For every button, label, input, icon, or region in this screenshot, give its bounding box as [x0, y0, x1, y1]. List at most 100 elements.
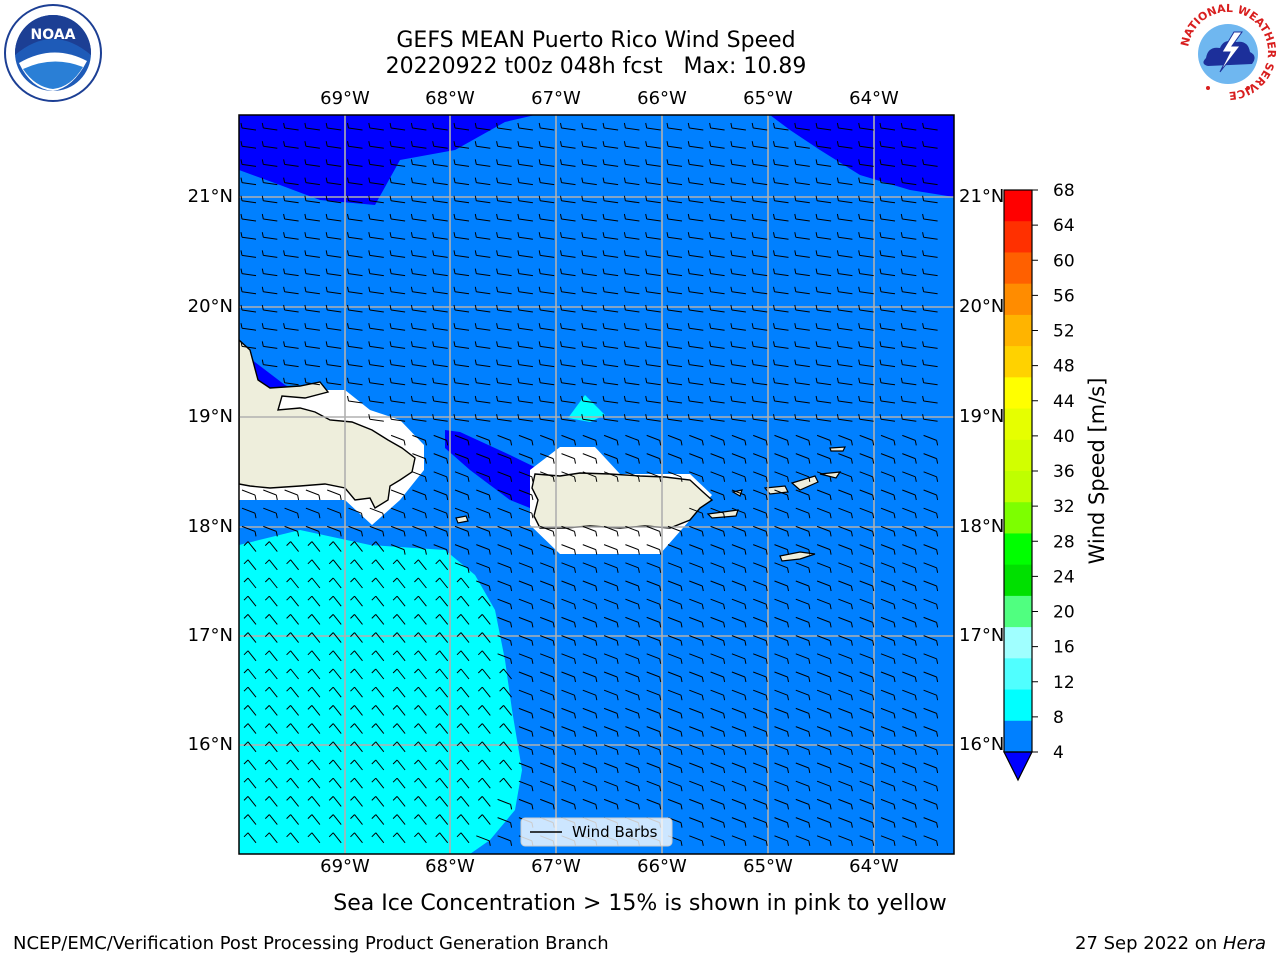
wind-barb	[283, 213, 299, 222]
wind-barb	[922, 268, 938, 277]
wind-barb	[368, 250, 384, 258]
wind-barb	[561, 434, 576, 446]
wind-barb	[751, 359, 768, 368]
wind-barb	[286, 796, 299, 807]
wind-barb	[454, 471, 470, 482]
wind-barb	[646, 471, 662, 482]
wind-barb	[410, 213, 427, 222]
wind-barb	[264, 559, 278, 571]
wind-barb	[816, 780, 832, 792]
wind-barb	[753, 507, 768, 519]
wind-barb	[286, 832, 299, 844]
wind-barb	[836, 177, 853, 186]
wind-barb	[560, 286, 576, 295]
wind-barb	[816, 471, 832, 482]
wind-barb	[922, 159, 938, 167]
wind-barb	[603, 762, 619, 774]
wind-barb	[518, 635, 534, 646]
wind-barb	[304, 304, 320, 313]
wind-barb	[795, 635, 811, 646]
wind-barb	[243, 723, 257, 734]
wind-barb	[347, 232, 363, 240]
wind-barb	[794, 195, 810, 204]
land-vieques	[706, 509, 739, 519]
wind-barb	[304, 195, 320, 204]
wind-barb	[499, 668, 512, 680]
wind-barb	[838, 835, 853, 846]
wind-barb	[518, 780, 534, 792]
wind-barb	[496, 177, 512, 186]
wind-barb	[328, 595, 342, 607]
wind-barb	[328, 686, 342, 698]
wind-barb	[582, 707, 598, 719]
colorbar-segment	[1004, 283, 1032, 316]
wind-barb	[730, 377, 746, 386]
wind-barb	[371, 632, 385, 643]
wind-barb	[774, 835, 789, 846]
wind-barb	[263, 525, 278, 537]
wind-barb	[497, 434, 513, 446]
wind-barb	[412, 525, 427, 537]
wind-barb	[325, 122, 342, 131]
wind-barb	[453, 141, 470, 149]
wind-barb	[328, 650, 342, 662]
wind-barb	[456, 668, 470, 680]
wind-barb	[410, 250, 427, 258]
wind-barb	[433, 507, 449, 519]
wind-barb	[879, 359, 896, 368]
wind-barb	[264, 741, 278, 753]
wind-barb	[751, 323, 768, 331]
wind-barb	[540, 562, 555, 573]
wind-barb	[902, 471, 917, 482]
wind-barb	[666, 213, 683, 222]
wind-barb	[646, 671, 662, 683]
wind-barb	[900, 195, 917, 204]
wind-barb	[687, 395, 704, 404]
wind-barb	[499, 741, 512, 753]
wind-barb	[923, 580, 939, 592]
wind-barb	[900, 414, 917, 422]
wind-barb	[241, 489, 257, 501]
wind-barb	[603, 544, 619, 555]
wind-barb	[496, 195, 512, 204]
wind-barb	[751, 377, 768, 386]
noaa-logo: NOAA	[3, 3, 103, 107]
wind-barb	[815, 359, 832, 368]
wind-barb	[858, 232, 874, 240]
wind-barb	[902, 453, 917, 464]
wind-barb	[476, 489, 491, 501]
wind-barb	[561, 798, 576, 810]
wind-barb	[922, 341, 938, 349]
wind-barb	[325, 195, 342, 204]
wind-barb	[730, 159, 746, 167]
wind-barb	[751, 195, 768, 204]
wind-barb	[666, 304, 683, 313]
nws-logo: NATIONAL WEATHER SERVICE	[1178, 2, 1278, 106]
wind-barb	[476, 453, 491, 464]
wind-barb	[773, 286, 789, 295]
colorbar-segment	[1004, 377, 1032, 410]
wind-barb	[538, 304, 555, 313]
wind-barb	[517, 250, 533, 258]
wind-barb	[710, 835, 726, 846]
wind-barb	[540, 707, 555, 719]
wind-barb	[838, 707, 853, 719]
wind-barb	[838, 434, 853, 446]
wind-barb	[304, 122, 320, 131]
wind-barb	[645, 232, 661, 240]
wind-barb	[730, 286, 746, 295]
wind-barb	[666, 177, 683, 186]
wind-barb	[328, 777, 342, 789]
wind-barb	[392, 832, 406, 844]
wind-barb	[499, 705, 512, 716]
wind-barb	[410, 177, 427, 186]
gridlines	[239, 115, 954, 854]
wind-barb	[709, 141, 725, 149]
wind-barb	[477, 759, 491, 771]
wind-barb	[477, 595, 491, 607]
wind-barb	[902, 835, 917, 846]
wind-barb	[710, 598, 726, 610]
wind-barb	[389, 286, 406, 295]
wind-barb	[602, 141, 619, 149]
